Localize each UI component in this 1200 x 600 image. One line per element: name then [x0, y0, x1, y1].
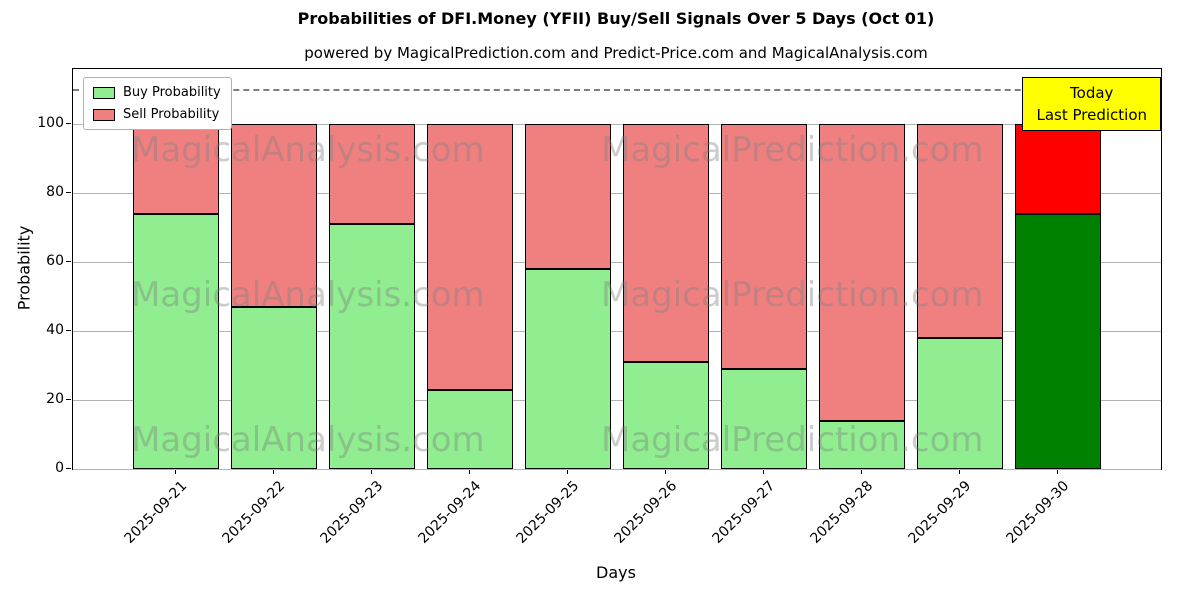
bar-sell-2025-09-25: [524, 124, 612, 269]
y-tickmark-20: [66, 399, 71, 401]
y-tickmark-40: [66, 330, 71, 332]
y-tick-label-40: 40: [46, 322, 64, 339]
gridline-y-40: [73, 331, 1161, 333]
y-tick-label-80: 80: [46, 184, 64, 201]
gridline-y-80: [73, 193, 1161, 195]
bar-buy-2025-09-23: [328, 224, 416, 469]
y-tickmark-100: [66, 123, 71, 125]
bar-sell-2025-09-27: [720, 124, 808, 369]
bar-buy-2025-09-21: [132, 213, 220, 469]
legend-swatch-buy: [93, 86, 115, 99]
gridline-y-0: [73, 469, 1161, 470]
y-tick-label-0: 0: [55, 460, 64, 476]
bar-buy-2025-09-26: [622, 362, 710, 469]
bar-buy-2025-09-25: [524, 269, 612, 469]
annotation-line-1: Today: [1070, 84, 1114, 102]
plot-area: Buy Probability Sell Probability Today L…: [72, 68, 1162, 470]
legend-item-sell: Sell Probability: [93, 107, 221, 122]
bar-sell-2025-09-28: [818, 124, 906, 421]
bar-sell-2025-09-21: [132, 124, 220, 214]
x-tickmark-2025-09-24: [468, 469, 470, 474]
bar-sell-2025-09-24: [426, 124, 514, 390]
bar-buy-2025-09-27: [720, 369, 808, 469]
bar-buy-2025-09-22: [230, 306, 318, 469]
gridline-y-60: [73, 262, 1161, 264]
y-tickmark-80: [66, 192, 71, 194]
x-axis-label: Days: [596, 563, 636, 582]
annotation-line-2: Last Prediction: [1036, 106, 1147, 124]
bar-sell-2025-09-29: [916, 124, 1004, 338]
legend-label-buy: Buy Probability: [123, 85, 221, 100]
gridline-y-20: [73, 400, 1161, 402]
x-tickmark-2025-09-29: [959, 469, 961, 474]
bar-buy-2025-09-30: [1014, 213, 1102, 469]
bar-buy-2025-09-28: [818, 420, 906, 469]
y-tick-label-20: 20: [46, 391, 64, 408]
y-tick-label-100: 100: [37, 115, 64, 132]
gridline-y-100: [73, 124, 1161, 126]
bar-sell-2025-09-22: [230, 124, 318, 307]
bar-sell-2025-09-26: [622, 124, 710, 363]
bar-sell-2025-09-30: [1014, 124, 1102, 214]
y-tickmark-0: [66, 468, 71, 469]
legend-label-sell: Sell Probability: [123, 107, 220, 122]
x-tickmark-2025-09-28: [861, 469, 863, 474]
x-tickmark-2025-09-23: [370, 469, 372, 474]
chart-title: Probabilities of DFI.Money (YFII) Buy/Se…: [297, 9, 935, 28]
legend-swatch-sell: [93, 108, 115, 121]
x-tickmark-2025-09-22: [272, 469, 274, 474]
legend: Buy Probability Sell Probability: [83, 77, 232, 130]
x-tickmark-2025-09-25: [566, 469, 568, 474]
y-tickmark-60: [66, 261, 71, 263]
bar-buy-2025-09-24: [426, 389, 514, 469]
x-tickmark-2025-09-26: [665, 469, 666, 474]
y-tick-label-60: 60: [46, 253, 64, 270]
bar-sell-2025-09-23: [328, 124, 416, 225]
legend-item-buy: Buy Probability: [93, 85, 221, 100]
x-tickmark-2025-09-27: [763, 469, 765, 474]
today-annotation-box: Today Last Prediction: [1022, 77, 1161, 131]
x-tickmark-2025-09-30: [1057, 469, 1059, 474]
chart-subtitle: powered by MagicalPrediction.com and Pre…: [304, 44, 928, 62]
reference-dashed-line: [73, 88, 1161, 91]
bar-buy-2025-09-29: [916, 337, 1004, 469]
x-tickmark-2025-09-21: [174, 469, 176, 474]
